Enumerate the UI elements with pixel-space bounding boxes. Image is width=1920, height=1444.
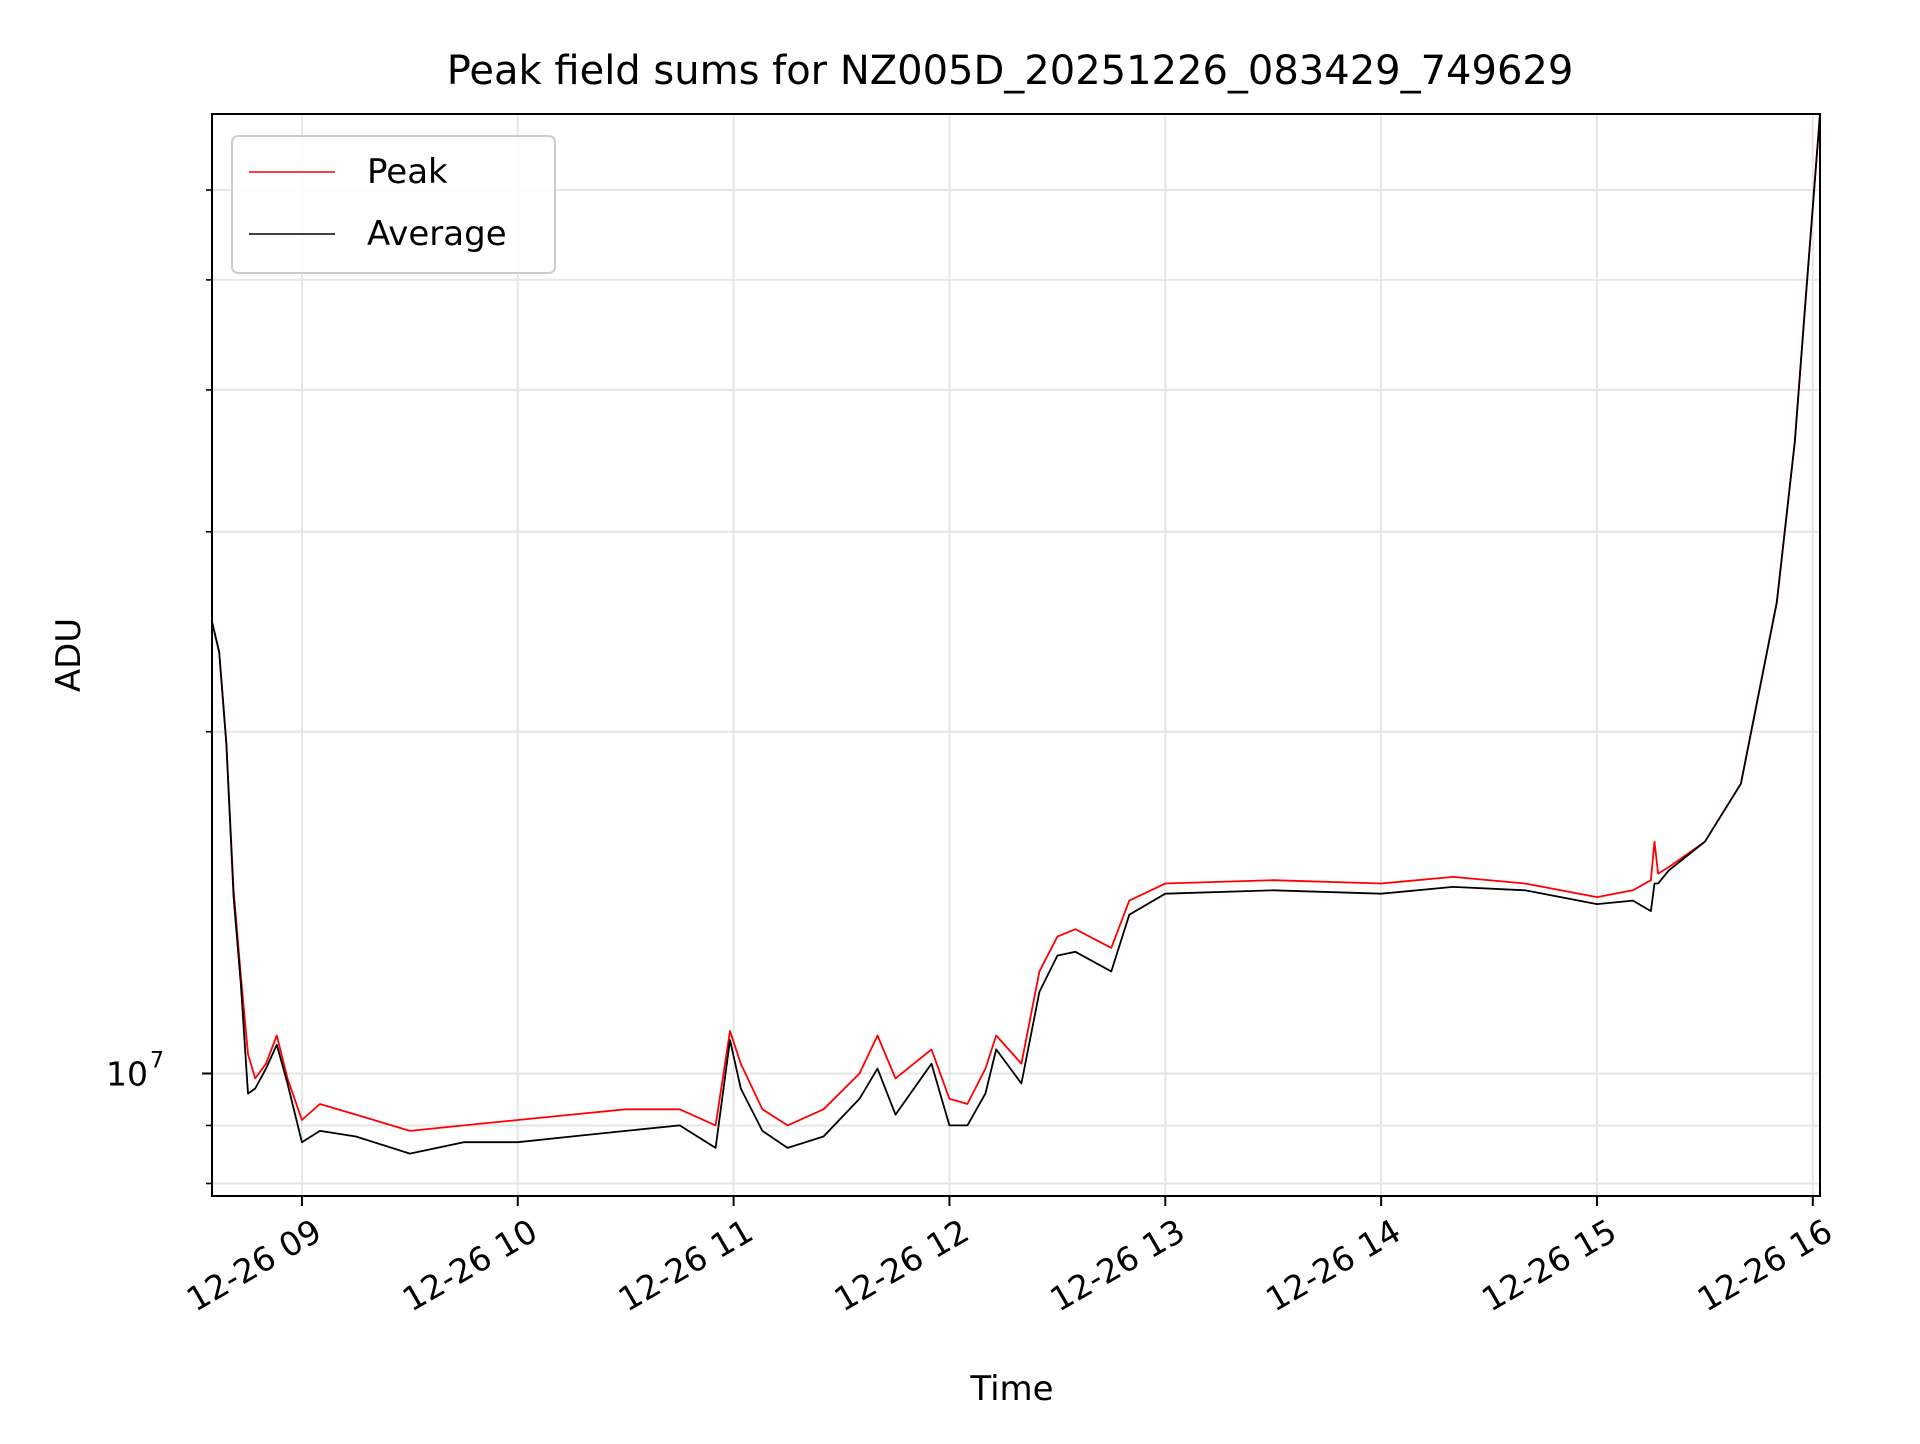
- series-line-average: [211, 113, 1821, 1155]
- y-tick-label-base: 10: [106, 1054, 148, 1093]
- legend-label-peak: Peak: [367, 152, 448, 192]
- chart-title: Peak field sums for NZ005D_20251226_0834…: [447, 48, 1574, 94]
- x-axis-label: Time: [969, 1369, 1053, 1409]
- legend-box: [231, 135, 556, 274]
- grid: [212, 114, 1820, 1196]
- y-axis-label: ADU: [49, 618, 89, 692]
- legend: Peak Average: [231, 135, 556, 274]
- legend-label-average: Average: [367, 214, 507, 254]
- series-line-peak: [211, 113, 1821, 1132]
- y-tick-label-exponent: 7: [150, 1048, 164, 1073]
- plot-lines: [211, 113, 1821, 1155]
- axes-frame: [211, 113, 1821, 1197]
